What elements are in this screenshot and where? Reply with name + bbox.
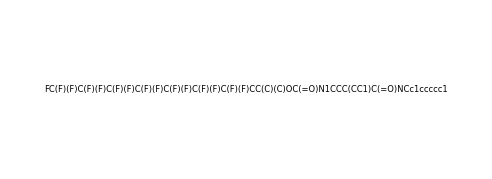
Text: FC(F)(F)C(F)(F)C(F)(F)C(F)(F)C(F)(F)C(F)(F)C(F)(F)CC(C)(C)OC(=O)N1CCC(CC1)C(=O)N: FC(F)(F)C(F)(F)C(F)(F)C(F)(F)C(F)(F)C(F)…	[44, 85, 448, 94]
